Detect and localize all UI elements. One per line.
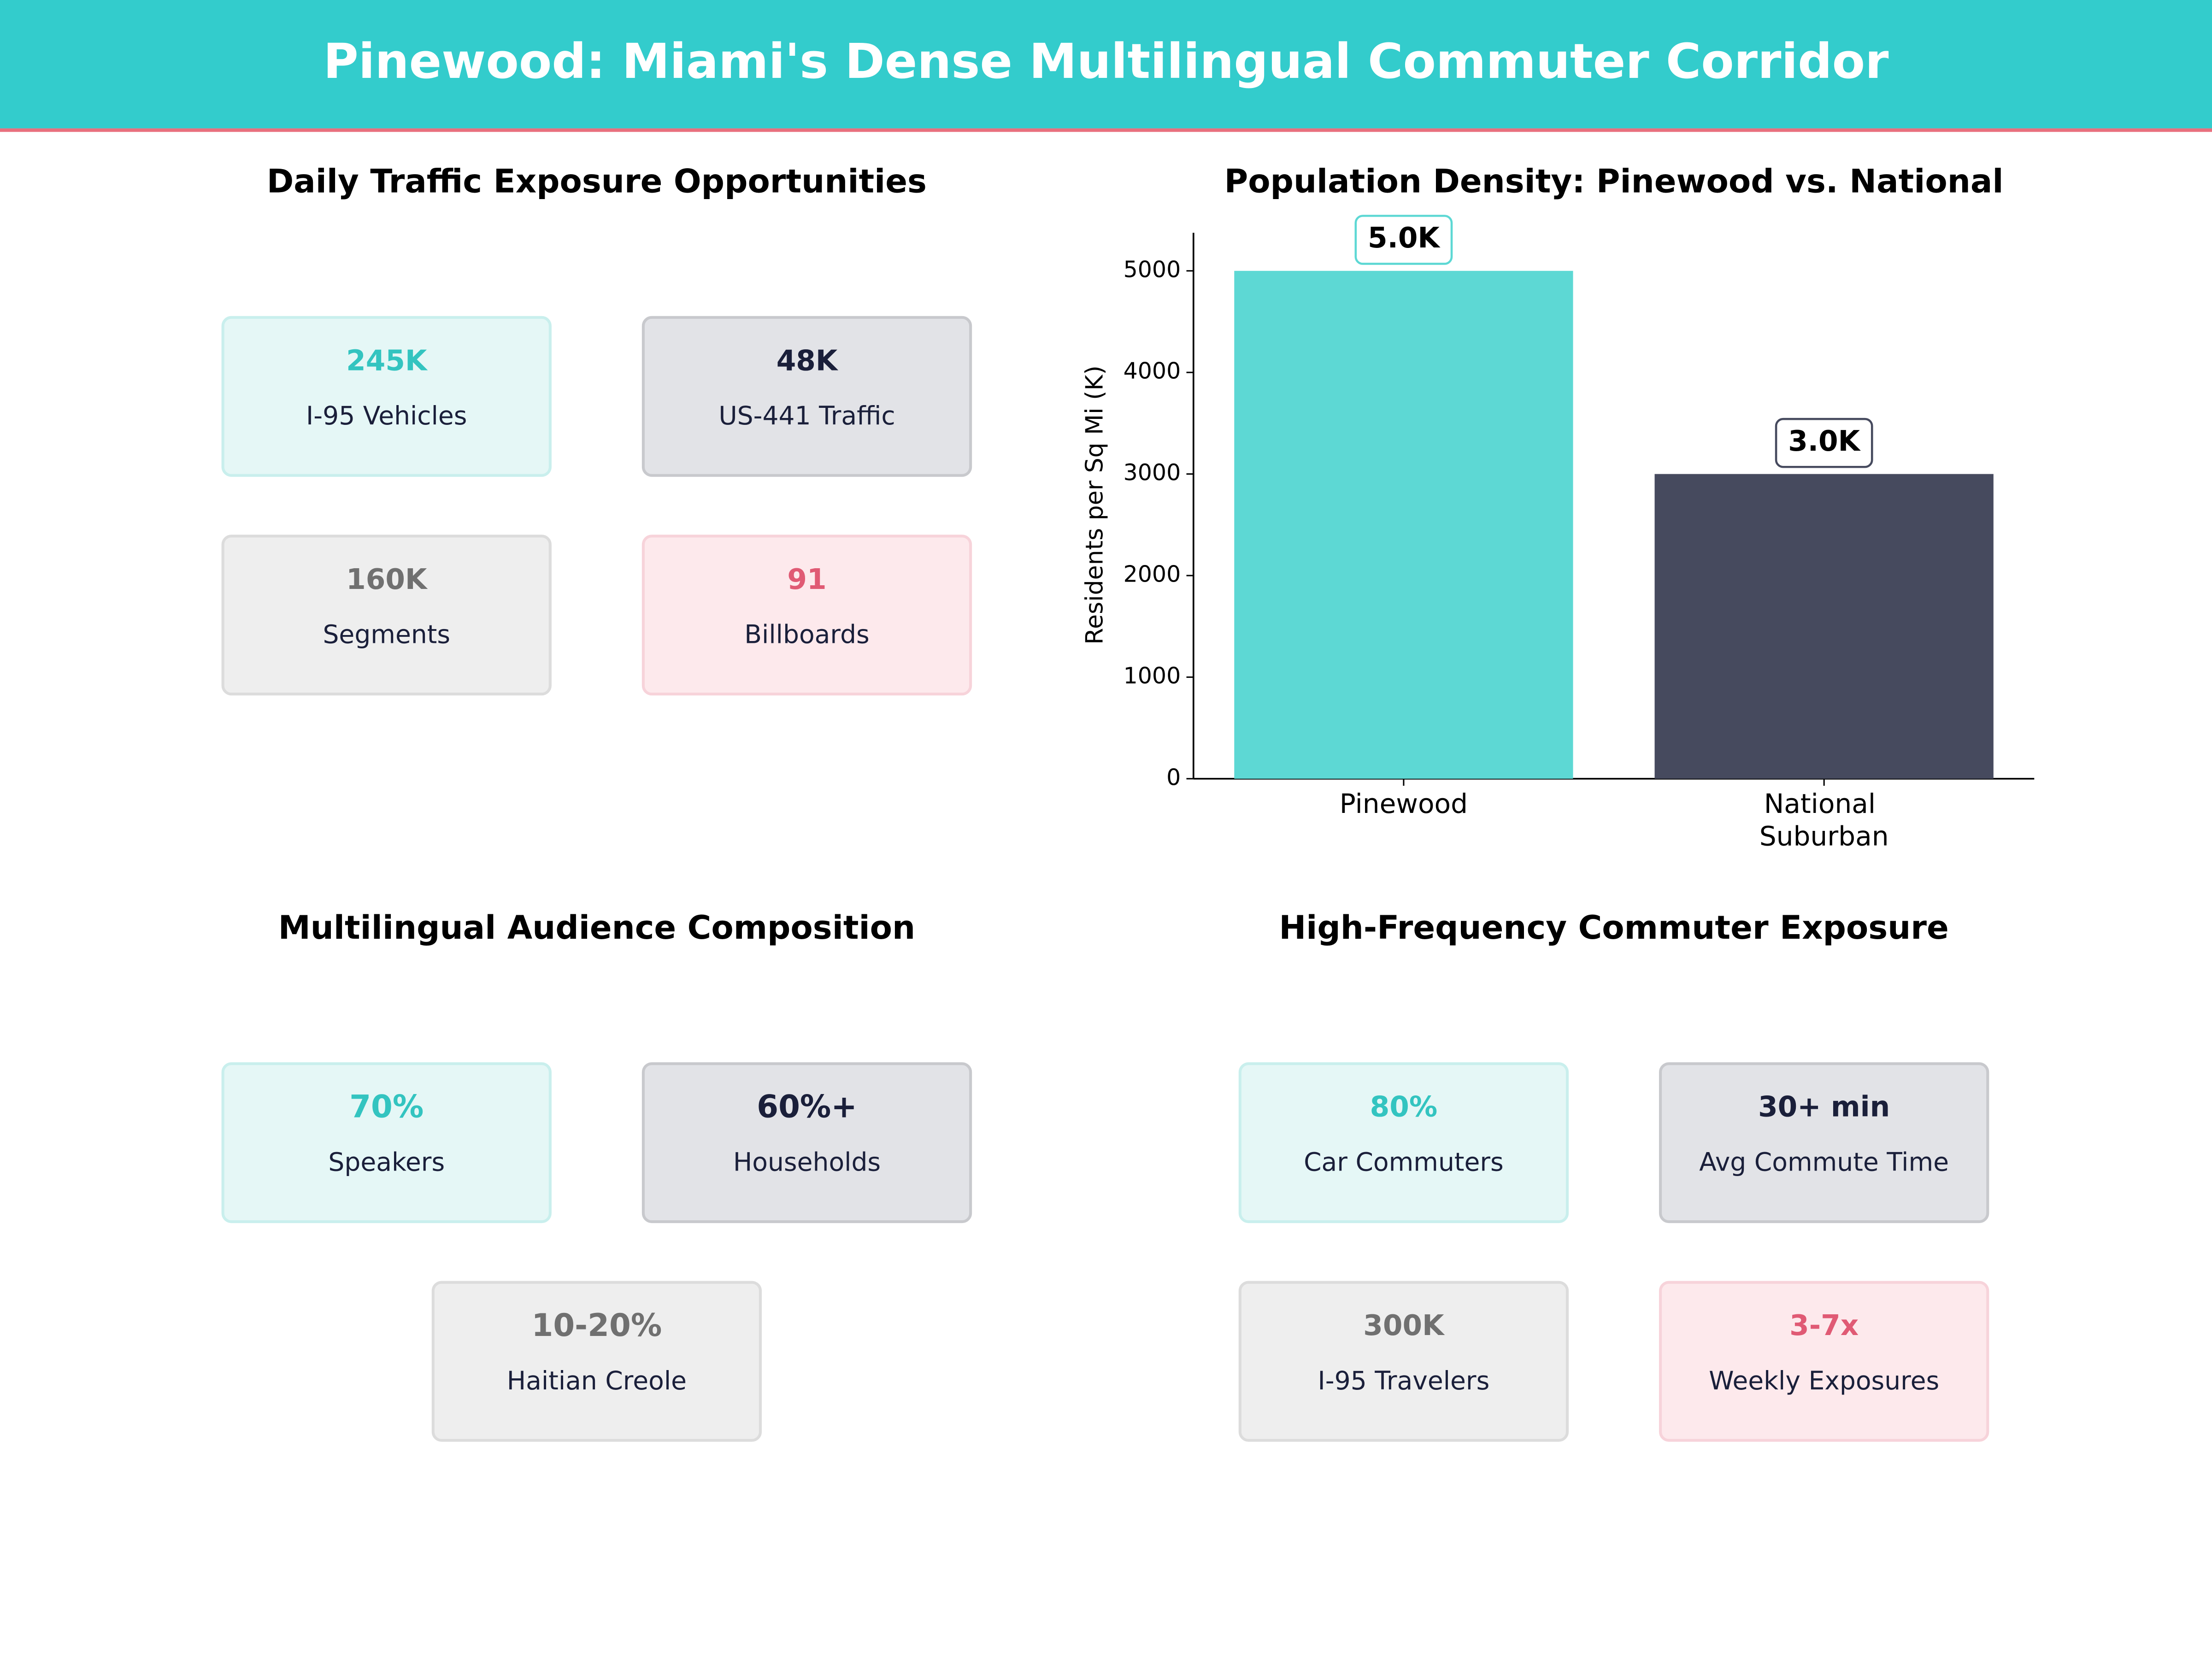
value-label-box — [1354, 215, 1453, 265]
card — [1659, 1281, 1989, 1442]
card-value: 245K — [346, 344, 428, 377]
card-value: 60%+ — [757, 1088, 857, 1125]
card-label: Speakers — [328, 1147, 445, 1177]
header-rule — [0, 128, 2212, 132]
x-tick-label-line: National — [1764, 788, 1884, 819]
value-label: 3.0K — [1788, 425, 1861, 458]
x-tick-label-line: Suburban — [1759, 820, 1889, 852]
card-label: Car Commuters — [1304, 1147, 1504, 1177]
panel-title: High-Frequency Commuter Exposure — [1279, 909, 1948, 947]
panel-title: Daily Traffic Exposure Opportunities — [267, 162, 927, 200]
card — [1238, 1281, 1569, 1442]
card — [1238, 1062, 1569, 1224]
card — [641, 1062, 972, 1224]
card-value: 3-7x — [1789, 1309, 1859, 1342]
y-tick-label: 3000 — [1124, 459, 1181, 486]
x-tick-label-line: Pinewood — [1340, 788, 1468, 819]
y-tick-label: 5000 — [1124, 256, 1181, 282]
chart-title: Population Density: Pinewood vs. Nationa… — [1224, 162, 2004, 200]
card-label: I-95 Travelers — [1318, 1366, 1490, 1395]
card — [221, 1062, 552, 1224]
card — [221, 535, 552, 696]
card-value: 70% — [349, 1088, 424, 1125]
card-label: Households — [733, 1147, 881, 1177]
value-label: 5.0K — [1368, 222, 1441, 254]
y-tick-label: 4000 — [1124, 358, 1181, 384]
card-label: US-441 Traffic — [718, 401, 895, 430]
header-band — [0, 0, 2212, 129]
card — [431, 1281, 762, 1442]
card-value: 30+ min — [1758, 1091, 1890, 1124]
card-label: Segments — [323, 620, 450, 649]
card-label: Billboards — [744, 620, 870, 649]
x-tick-label: Pinewood — [1340, 788, 1468, 819]
card — [1659, 1062, 1989, 1224]
y-tick-label: 0 — [1166, 764, 1181, 790]
page-title: Pinewood: Miami's Dense Multilingual Com… — [324, 33, 1889, 89]
card-label: Haitian Creole — [507, 1366, 687, 1395]
y-tick-label: 2000 — [1124, 561, 1181, 587]
card-label: Weekly Exposures — [1709, 1366, 1939, 1395]
panel-title: Multilingual Audience Composition — [278, 909, 915, 947]
card — [641, 316, 972, 477]
card-value: 10-20% — [531, 1307, 662, 1343]
bar — [1234, 271, 1573, 779]
card-value: 48K — [777, 344, 839, 377]
card-value: 160K — [346, 563, 428, 596]
bar — [1654, 474, 1994, 779]
card — [221, 316, 552, 477]
card-value: 91 — [787, 563, 826, 596]
value-label-box — [1775, 418, 1873, 468]
card-label: I-95 Vehicles — [306, 401, 467, 430]
y-tick-label: 1000 — [1124, 663, 1181, 689]
y-axis-label: Residents per Sq Mi (K) — [1081, 365, 1109, 645]
card-value: 300K — [1363, 1309, 1445, 1342]
card — [641, 535, 972, 696]
card-value: 80% — [1370, 1091, 1438, 1124]
x-tick-label: National Suburban — [1759, 788, 1889, 852]
card-label: Avg Commute Time — [1699, 1147, 1949, 1177]
